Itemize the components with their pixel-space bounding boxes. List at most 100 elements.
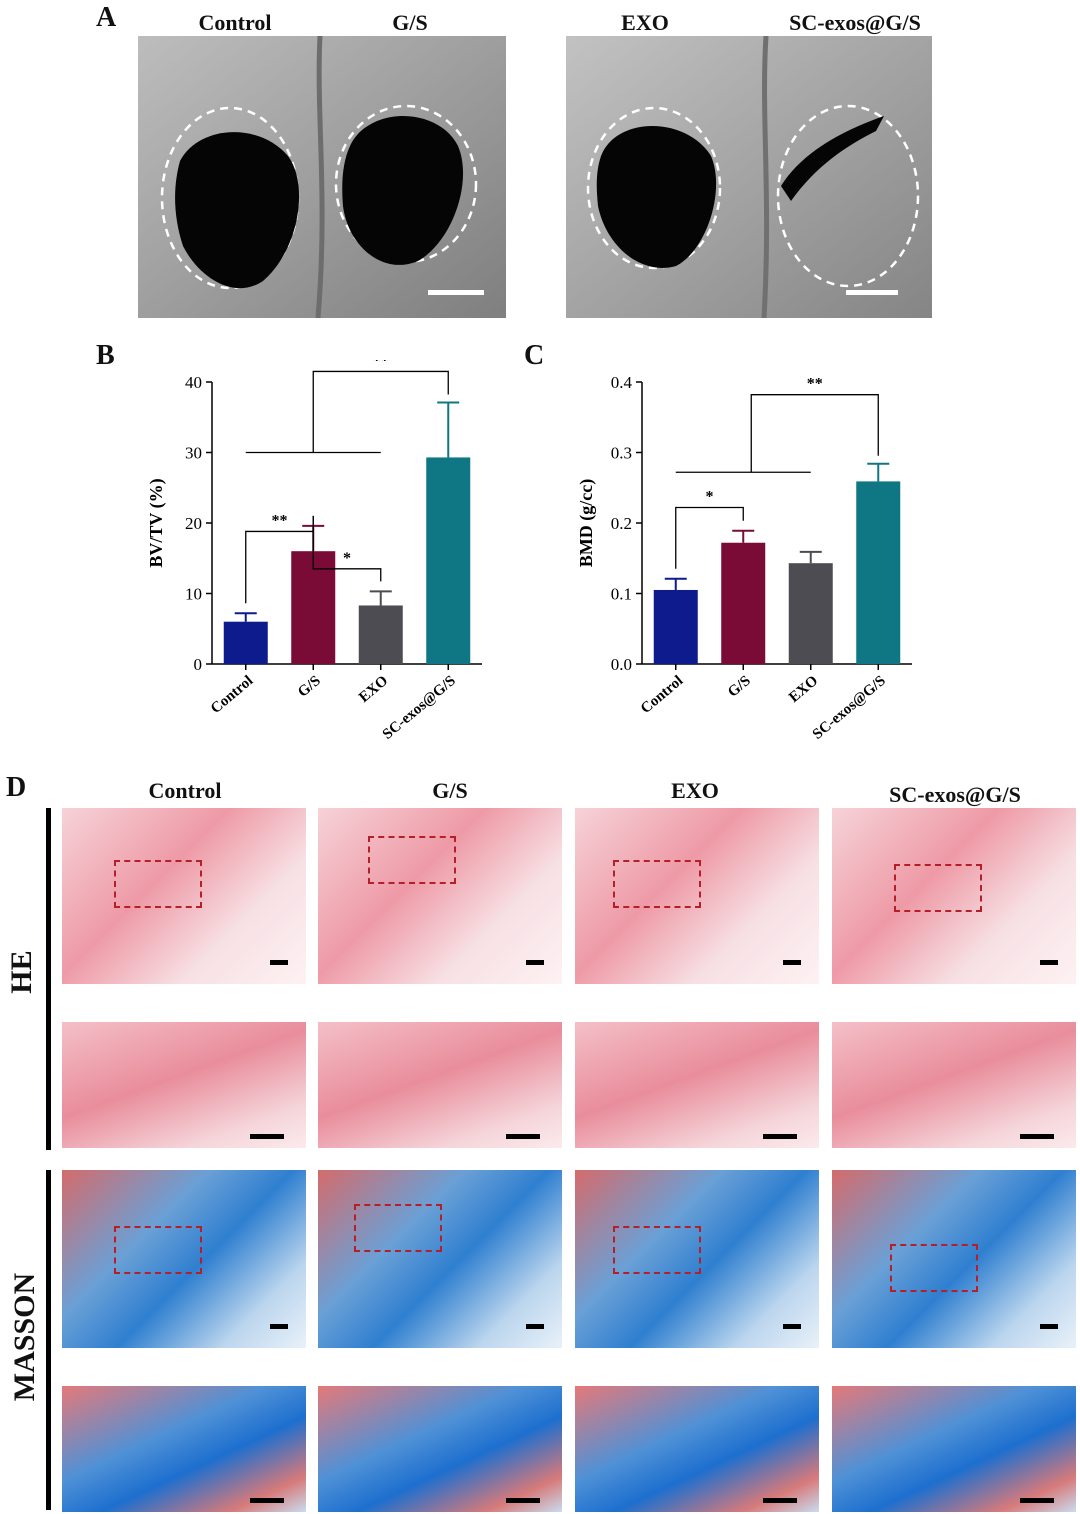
panel-a-label-exo: EXO (621, 10, 669, 35)
y-axis-label: BV/TV (%) (146, 478, 167, 567)
chart-b: 0 10 20 30 40 BV/TV (%) Control G/S EXO SC-exos@G… (140, 352, 520, 760)
x-tick-label: SC-exos@G/S (810, 673, 889, 743)
he-overview-1 (318, 808, 562, 984)
he-zoom-3 (832, 1022, 1076, 1148)
masson-zoom-0 (62, 1386, 306, 1512)
bar-1 (721, 542, 766, 664)
scale-bar (1040, 1324, 1058, 1329)
scale-bar (763, 1498, 797, 1503)
panel-d-col-gs: G/S (432, 778, 468, 803)
panel-a-label-control: Control (198, 10, 272, 35)
scale-bar (506, 1498, 540, 1503)
roi-box (890, 1244, 978, 1292)
he-zoom-1 (318, 1022, 562, 1148)
he-overview-2 (575, 808, 819, 984)
scale-bar (250, 1134, 284, 1139)
roi-box (114, 860, 202, 908)
sig-control-gs-label: ** (272, 512, 288, 529)
scale-bar (526, 960, 544, 965)
sig-control-gs-label: * (706, 488, 714, 505)
roi-box (894, 864, 982, 912)
y-tick-label: 10 (185, 585, 202, 604)
scale-bar (506, 1134, 540, 1139)
sig-group-label: ** (373, 360, 389, 369)
x-tick-label: Control (208, 673, 256, 717)
panel-a-label-gs: G/S (392, 10, 428, 35)
panel-d-letter: D (6, 772, 27, 803)
bar-0 (653, 589, 698, 664)
y-tick-label: 20 (185, 514, 202, 533)
panel-a-letter: A (96, 2, 117, 33)
scale-bar (783, 960, 801, 965)
sig-gs-exo-label: * (343, 550, 351, 567)
roi-box (368, 836, 456, 884)
x-tick-label: G/S (295, 673, 324, 701)
sig-group-bracket (312, 370, 449, 453)
panel-d-col-control: Control (148, 778, 222, 803)
row-label-he: HE (5, 950, 38, 994)
chart-c-svg: 0.0 0.1 0.2 0.3 0.4 BMD (g/cc) Control G/S EXOSC… (576, 373, 912, 743)
roi-box (114, 1226, 202, 1274)
x-tick-label: Control (638, 673, 686, 717)
bar-3 (856, 481, 901, 664)
y-tick-label: 40 (185, 373, 202, 392)
masson-overview-3 (832, 1170, 1076, 1348)
he-overview-3 (832, 808, 1076, 984)
row-label-masson: MASSON (8, 1272, 41, 1402)
masson-overview-1 (318, 1170, 562, 1348)
panel-b-letter: B (96, 340, 115, 371)
he-zoom-0 (62, 1022, 306, 1148)
roi-box (354, 1204, 442, 1252)
he-overview-0 (62, 808, 306, 984)
scale-bar (763, 1134, 797, 1139)
x-tick-label: EXO (786, 673, 821, 706)
masson-zoom-2 (575, 1386, 819, 1512)
panel-d-col-scexos: SC-exos@G/S (889, 782, 1021, 807)
masson-zoom-3 (832, 1386, 1076, 1512)
sig-group-bracket (750, 394, 879, 473)
row-divider-he (46, 808, 51, 1150)
roi-box (613, 860, 701, 908)
scale-bar (1020, 1498, 1054, 1503)
y-tick-label: 0.3 (611, 444, 632, 463)
panel-d-col-exo: EXO (671, 778, 719, 803)
x-tick-label: G/S (725, 673, 754, 701)
microct-image-left (138, 36, 506, 318)
microct-image-right (566, 36, 932, 318)
scale-bar (526, 1324, 544, 1329)
panel-c-letter: C (524, 340, 545, 371)
scale-bar (270, 1324, 288, 1329)
masson-zoom-1 (318, 1386, 562, 1512)
scale-bar (250, 1498, 284, 1503)
y-tick-label: 0.2 (611, 514, 632, 533)
bar-1 (291, 551, 336, 664)
bar-0 (223, 621, 268, 664)
scale-bar (783, 1324, 801, 1329)
y-tick-label: 0.0 (611, 655, 632, 674)
scale-bar (1040, 960, 1058, 965)
y-tick-label: 0 (194, 655, 203, 674)
scale-bar (1020, 1134, 1054, 1139)
bar-3 (426, 457, 471, 664)
chart-b-svg: 0 10 20 30 40 BV/TV (%) Control G/S EXOSC-exos@G… (146, 352, 482, 743)
scale-bar (428, 290, 484, 295)
bar-2 (358, 605, 403, 664)
y-tick-label: 30 (185, 444, 202, 463)
panel-a-label-scexos: SC-exos@G/S (789, 10, 921, 35)
sig-gs-exo-bracket (312, 515, 382, 582)
y-tick-label: 0.4 (611, 373, 633, 392)
bar-2 (788, 563, 833, 664)
y-axis-label: BMD (g/cc) (576, 479, 597, 567)
masson-overview-2 (575, 1170, 819, 1348)
masson-overview-0 (62, 1170, 306, 1348)
x-tick-label: EXO (356, 673, 391, 706)
chart-c: 0.0 0.1 0.2 0.3 0.4 BMD (g/cc) Control G/S EXO SC… (570, 360, 950, 760)
roi-box (613, 1226, 701, 1274)
row-divider-masson (46, 1170, 51, 1510)
y-tick-label: 0.1 (611, 585, 632, 604)
sig-control-gs-bracket (675, 506, 744, 569)
scale-bar (846, 290, 898, 295)
he-zoom-2 (575, 1022, 819, 1148)
scale-bar (270, 960, 288, 965)
x-tick-label: SC-exos@G/S (380, 673, 459, 743)
